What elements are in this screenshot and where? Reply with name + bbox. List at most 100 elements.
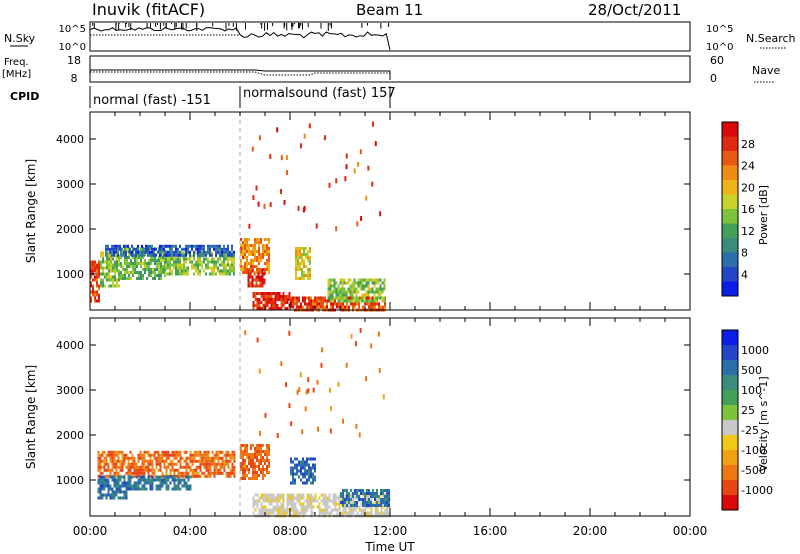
heatmap-cell	[108, 263, 110, 267]
heatmap-cell	[126, 265, 128, 268]
heatmap-cell	[225, 471, 228, 475]
heatmap-cell	[137, 459, 140, 463]
heatmap-cell	[274, 298, 277, 301]
heatmap-cell	[197, 250, 199, 254]
heatmap-cell	[127, 484, 130, 488]
heatmap-cell	[152, 268, 154, 271]
heatmap-cell	[309, 274, 311, 277]
heatmap-cell	[96, 272, 98, 276]
heatmap-cell	[247, 278, 250, 282]
heatmap-cell	[151, 478, 154, 482]
heatmap-cell	[130, 259, 132, 262]
heatmap-cell	[98, 269, 100, 273]
heatmap-cell	[270, 502, 273, 506]
heatmap-cell	[231, 471, 234, 475]
heatmap-cell	[324, 502, 327, 506]
heatmap-cell	[177, 272, 179, 276]
heatmap-cell	[352, 511, 355, 515]
heatmap-cell	[270, 307, 273, 310]
heatmap-cell	[351, 296, 354, 300]
heatmap-cell	[286, 307, 289, 310]
heatmap-cell	[242, 253, 244, 256]
heatmap-cell	[317, 426, 320, 432]
heatmap-cell	[96, 281, 98, 285]
heatmap-cell	[147, 468, 150, 472]
heatmap-cell	[203, 456, 206, 460]
heatmap-cell	[169, 468, 172, 472]
heatmap-cell	[268, 502, 271, 506]
heatmap-cell	[240, 447, 242, 450]
heatmap-cell	[359, 281, 362, 285]
heatmap-cell	[276, 493, 279, 497]
colorbar-tick-label: -500	[741, 464, 766, 477]
heatmap-cell	[350, 498, 352, 501]
heatmap-cell	[282, 493, 285, 497]
heatmap-cell	[248, 471, 250, 474]
heatmap-cell	[248, 253, 250, 256]
heatmap-cell	[205, 465, 208, 469]
heatmap-cell	[90, 290, 92, 294]
heatmap-cell	[310, 493, 313, 497]
heatmap-cell	[256, 477, 258, 480]
heatmap-cell	[145, 465, 148, 469]
heatmap-cell	[358, 305, 360, 309]
heatmap-cell	[225, 247, 227, 251]
heatmap-cell	[128, 253, 130, 256]
heatmap-cell	[268, 241, 270, 244]
heatmap-cell	[115, 471, 118, 475]
heatmap-cell	[201, 456, 204, 460]
heatmap-cell	[135, 484, 138, 488]
heatmap-cell	[169, 269, 171, 273]
heatmap-cell	[103, 462, 106, 466]
heatmap-cell	[252, 265, 254, 268]
heatmap-cell	[266, 268, 268, 271]
heatmap-cell	[152, 271, 154, 274]
heatmap-cell	[362, 504, 364, 507]
heatmap-cell	[103, 459, 106, 463]
heatmap-cell	[221, 471, 224, 475]
heatmap-cell	[128, 274, 130, 277]
heatmap-cell	[120, 256, 122, 259]
heatmap-cell	[101, 465, 104, 469]
heatmap-cell	[369, 299, 372, 303]
heatmap-cell	[246, 450, 248, 453]
heatmap-cell	[225, 453, 228, 457]
heatmap-cell	[324, 299, 326, 303]
heatmap-cell	[371, 287, 374, 291]
heatmap-cell	[288, 292, 291, 295]
heatmap-cell	[384, 501, 386, 504]
heatmap-cell	[356, 495, 358, 498]
heatmap-cell	[191, 456, 194, 460]
heatmap-cell	[356, 221, 359, 227]
heatmap-cell	[169, 475, 172, 479]
heatmap-cell	[240, 468, 242, 471]
freq-trace	[89, 69, 391, 80]
heatmap-cell	[141, 459, 144, 463]
colorbar-segment	[722, 345, 738, 361]
heatmap-cell	[365, 281, 368, 285]
heatmap-cell	[152, 277, 154, 280]
heatmap-cell	[90, 260, 92, 264]
heatmap-cell	[209, 244, 211, 248]
heatmap-cell	[318, 296, 320, 300]
heatmap-cell	[252, 468, 254, 471]
velocity-colorbar-label: Velocity [m s^-1]	[757, 376, 770, 471]
heatmap-cell	[388, 498, 390, 501]
heatmap-cell	[301, 259, 303, 262]
heatmap-cell	[126, 256, 128, 259]
heatmap-cell	[107, 478, 110, 482]
heatmap-cell	[322, 493, 325, 497]
heatmap-cell	[213, 247, 215, 251]
heatmap-cell	[127, 468, 130, 472]
heatmap-cell	[299, 143, 302, 149]
heatmap-cell	[252, 465, 254, 468]
heatmap-cell	[246, 259, 248, 262]
heatmap-cell	[161, 471, 164, 475]
heatmap-cell	[266, 250, 268, 253]
heatmap-cell	[205, 253, 207, 257]
heatmap-cell	[292, 302, 294, 306]
heatmap-cell	[179, 269, 181, 273]
heatmap-cell	[141, 250, 143, 254]
heatmap-cell	[219, 456, 222, 460]
heatmap-cell	[124, 271, 126, 274]
